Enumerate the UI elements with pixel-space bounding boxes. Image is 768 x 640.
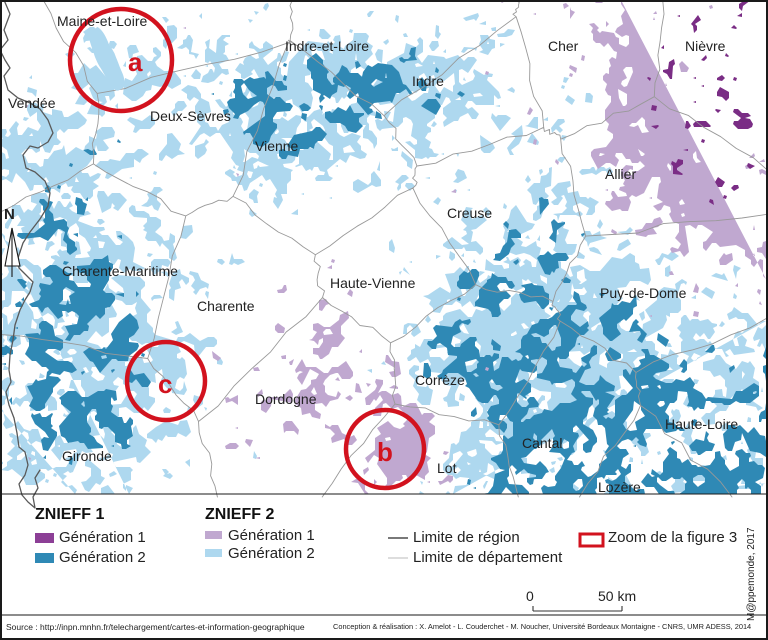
svg-text:a: a <box>128 47 143 77</box>
svg-text:c: c <box>158 369 172 399</box>
svg-text:b: b <box>377 437 393 467</box>
